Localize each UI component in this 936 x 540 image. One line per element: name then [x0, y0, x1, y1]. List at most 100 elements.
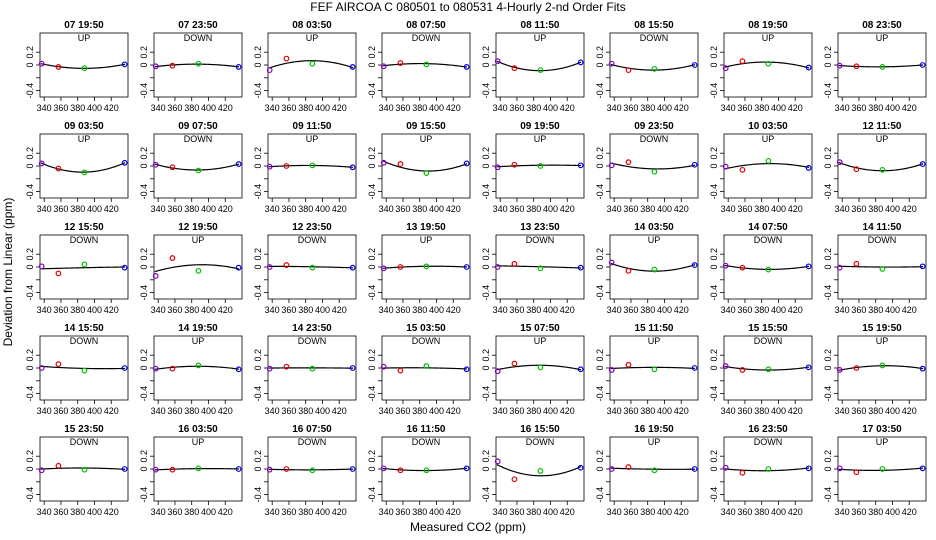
panel-title: 16 19:50	[634, 424, 674, 435]
y-tick-label: -0.4	[595, 386, 605, 402]
x-tick-label: 340	[835, 305, 850, 315]
panel: 12 15:50 DOWN -0.4 0 0.2 340 360 380 400 420	[25, 222, 129, 315]
y-tick-label: 0.2	[595, 248, 605, 261]
data-point	[81, 367, 88, 374]
y-tick-label: 0	[595, 264, 605, 269]
panel-title: 09 23:50	[634, 121, 674, 132]
x-tick-label: 420	[332, 507, 347, 517]
x-tick-label: 420	[560, 507, 575, 517]
data-point	[691, 62, 698, 68]
y-tick-label: 0.2	[595, 147, 605, 160]
x-tick-label: 340	[265, 204, 280, 214]
x-tick-label: 360	[53, 103, 68, 113]
fit-curve	[154, 467, 240, 471]
fit-curve	[154, 163, 240, 171]
x-tick-label: 420	[560, 103, 575, 113]
x-tick-label: 360	[623, 103, 638, 113]
data-point	[309, 60, 316, 67]
data-point	[722, 262, 729, 269]
x-tick-label: 420	[104, 204, 119, 214]
panel-direction-label: DOWN	[184, 33, 213, 43]
x-tick-label: 400	[315, 103, 330, 113]
fit-curve	[724, 365, 810, 371]
y-tick-label: 0.2	[367, 248, 377, 261]
x-tick-label: 360	[53, 507, 68, 517]
fit-curve	[154, 365, 240, 370]
y-tick-label: -0.4	[709, 487, 719, 503]
x-tick-label: 400	[543, 305, 558, 315]
data-point	[836, 159, 843, 166]
data-point	[283, 163, 290, 169]
y-tick-label: 0.2	[25, 46, 35, 59]
panel-direction-label: UP	[78, 33, 91, 43]
x-tick-label: 340	[379, 406, 394, 416]
panel: 09 19:50 UP -0.4 0 0.2 340 360 380 400 420	[481, 121, 585, 214]
data-point	[235, 64, 242, 70]
data-point	[195, 362, 202, 369]
data-point	[879, 166, 886, 173]
y-tick-label: 0	[823, 466, 833, 471]
x-tick-label: 380	[184, 406, 199, 416]
x-tick-label: 400	[201, 507, 216, 517]
y-tick-label: -0.4	[139, 487, 149, 503]
y-tick-label: 0	[709, 264, 719, 269]
data-point	[266, 264, 273, 270]
x-tick-label: 360	[737, 305, 752, 315]
y-tick-label: -0.4	[823, 184, 833, 200]
y-tick-label: 0.2	[25, 349, 35, 362]
fit-curve	[838, 365, 924, 371]
y-tick-label: -0.4	[253, 184, 263, 200]
panel: 15 23:50 DOWN -0.4 0 0.2 340 360 380 400 420	[25, 424, 129, 517]
y-tick-label: 0	[253, 163, 263, 168]
panel-direction-label: UP	[534, 33, 547, 43]
x-tick-label: 420	[446, 305, 461, 315]
y-tick-label: -0.4	[139, 386, 149, 402]
data-point	[397, 161, 404, 167]
panel: 08 07:50 DOWN -0.4 0 0.2 340 360 380 400 420	[367, 20, 471, 113]
data-point	[38, 365, 45, 371]
panel-direction-label: UP	[306, 33, 319, 43]
x-tick-label: 400	[885, 406, 900, 416]
x-tick-label: 420	[104, 103, 119, 113]
panel-direction-label: UP	[420, 235, 433, 245]
x-tick-label: 340	[37, 305, 52, 315]
panel-title: 12 19:50	[178, 222, 218, 233]
x-tick-label: 340	[607, 305, 622, 315]
data-point	[765, 366, 772, 373]
y-tick-label: -0.4	[25, 285, 35, 301]
panel-title: 12 23:50	[292, 222, 332, 233]
y-tick-label: 0	[709, 62, 719, 67]
y-tick-label: 0	[709, 365, 719, 370]
x-tick-label: 420	[788, 507, 803, 517]
data-point	[608, 466, 615, 472]
y-tick-label: 0	[367, 62, 377, 67]
y-tick-label: 0.2	[367, 46, 377, 59]
panel: 08 23:50 UP -0.4 0 0.2 340 360 380 400 420	[823, 20, 927, 113]
y-tick-label: 0.2	[481, 46, 491, 59]
x-tick-label: 400	[543, 507, 558, 517]
x-tick-label: 360	[737, 103, 752, 113]
data-point	[765, 157, 772, 164]
x-tick-label: 380	[868, 103, 883, 113]
y-tick-label: 0	[481, 163, 491, 168]
data-point	[235, 466, 242, 472]
y-tick-label: 0	[253, 62, 263, 67]
y-tick-label: 0.2	[481, 349, 491, 362]
data-point	[765, 466, 772, 472]
y-tick-label: 0.2	[823, 46, 833, 59]
x-tick-label: 340	[721, 305, 736, 315]
x-tick-label: 400	[87, 305, 102, 315]
panel-direction-label: UP	[192, 437, 205, 447]
panel-title: 12 11:50	[863, 121, 902, 132]
panel-direction-label: DOWN	[868, 235, 897, 245]
panel: 17 03:50 UP -0.4 0 0.2 340 360 380 400 420	[823, 424, 927, 517]
x-tick-label: 360	[395, 507, 410, 517]
panel-title: 08 19:50	[748, 20, 788, 31]
data-point	[879, 466, 886, 472]
x-tick-label: 400	[657, 406, 672, 416]
x-tick-label: 360	[737, 204, 752, 214]
panel-direction-label: DOWN	[754, 235, 783, 245]
x-tick-label: 400	[885, 507, 900, 517]
panel: 14 23:50 DOWN -0.4 0 0.2 340 360 380 400 420	[253, 323, 357, 416]
x-tick-label: 340	[151, 103, 166, 113]
